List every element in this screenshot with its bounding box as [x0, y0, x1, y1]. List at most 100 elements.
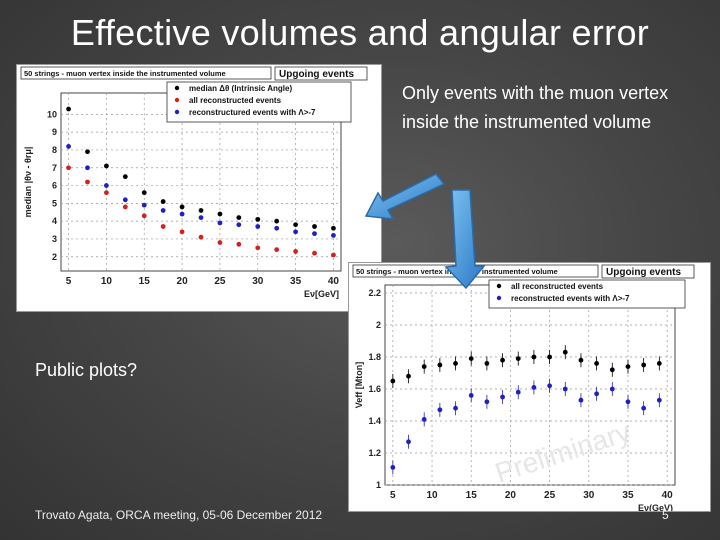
data-point — [312, 250, 317, 256]
data-point — [468, 356, 474, 361]
data-point — [198, 234, 204, 240]
data-point — [122, 204, 128, 210]
legend-marker — [496, 295, 502, 301]
data-point — [66, 165, 71, 171]
data-point — [547, 354, 552, 360]
data-point — [468, 393, 474, 398]
data-point — [531, 354, 537, 360]
x-tick-label: 20 — [505, 490, 517, 501]
data-point — [179, 204, 185, 210]
data-point — [406, 373, 411, 379]
data-point — [500, 394, 505, 400]
data-point — [594, 391, 600, 397]
legend-label: all reconstructed events — [189, 96, 282, 105]
y-tick-label: 2.2 — [368, 288, 381, 298]
data-point — [160, 224, 166, 229]
data-point — [437, 407, 443, 413]
x-tick-label: 40 — [662, 490, 674, 501]
legend-marker — [174, 109, 180, 115]
slide-number: 5 — [662, 508, 669, 522]
data-point — [531, 385, 537, 390]
y-tick-label: 1.2 — [368, 448, 381, 458]
data-point — [293, 249, 298, 254]
x-tick-label: 35 — [622, 490, 634, 501]
legend-label: reconstructed events with Λ>-7 — [511, 294, 630, 303]
data-point — [453, 361, 458, 366]
data-point — [312, 224, 317, 229]
data-point — [656, 361, 662, 366]
legend-box — [166, 81, 352, 123]
data-point — [656, 397, 662, 403]
data-point — [578, 357, 584, 363]
data-point — [104, 163, 109, 169]
data-point — [331, 233, 336, 238]
footer-text: Trovato Agata, ORCA meeting, 05-06 Decem… — [35, 508, 323, 522]
data-point — [104, 183, 109, 188]
data-point — [85, 179, 90, 185]
x-tick-label: 40 — [328, 276, 340, 287]
legend-box — [488, 279, 686, 309]
data-point — [625, 364, 631, 369]
data-point — [179, 211, 185, 217]
data-point — [421, 417, 427, 422]
data-point — [141, 190, 147, 196]
x-tick-label: 5 — [390, 490, 396, 501]
data-point — [104, 190, 109, 196]
data-point — [390, 465, 396, 470]
data-point — [641, 362, 647, 368]
left-arrow-icon — [364, 173, 446, 220]
data-point — [484, 399, 490, 405]
data-point — [141, 202, 147, 208]
data-point — [198, 208, 204, 213]
y-tick-label: 9 — [52, 127, 57, 137]
data-point — [255, 216, 261, 222]
x-axis-label: Eν(GeV) — [638, 503, 673, 511]
data-point — [562, 349, 568, 355]
data-point — [122, 174, 128, 180]
note-text: Only events with the muon vertex inside … — [402, 83, 669, 132]
data-point — [160, 208, 166, 213]
data-point — [274, 218, 280, 224]
legend-label: reconstructured events with Λ>-7 — [189, 108, 316, 117]
x-tick-label: 30 — [583, 490, 595, 501]
y-tick-label: 5 — [52, 198, 57, 208]
data-point — [547, 383, 552, 389]
data-point — [500, 357, 505, 363]
x-tick-label: 15 — [466, 490, 478, 501]
data-point — [625, 399, 631, 405]
data-point — [236, 222, 242, 228]
data-point — [274, 247, 280, 253]
header-box-right — [274, 66, 368, 81]
legend-marker — [174, 97, 180, 103]
y-axis-label: median |θν - θrμ| — [23, 147, 33, 218]
header-title-right: Upgoing events — [606, 267, 681, 278]
data-point — [236, 241, 242, 247]
data-point — [198, 215, 204, 221]
x-tick-label: 15 — [139, 276, 151, 287]
x-tick-label: 20 — [177, 276, 189, 287]
data-point — [217, 220, 223, 226]
public-plots-question: Public plots? — [35, 360, 138, 380]
slide-title: Effective volumes and angular error — [70, 12, 650, 53]
data-point — [312, 231, 317, 237]
data-point — [515, 356, 521, 361]
data-point — [160, 199, 166, 204]
data-point — [421, 364, 427, 369]
data-point — [453, 405, 458, 411]
data-point — [641, 405, 647, 411]
data-point — [141, 213, 147, 219]
data-point — [217, 211, 223, 217]
data-point — [66, 144, 71, 149]
x-tick-label: 5 — [66, 276, 72, 287]
legend-marker — [496, 283, 502, 289]
data-point — [484, 361, 490, 366]
y-tick-label: 1 — [376, 480, 381, 490]
y-tick-label: 1.8 — [368, 352, 381, 362]
y-tick-label: 1.6 — [368, 384, 381, 394]
y-tick-label: 2 — [52, 252, 57, 262]
x-tick-label: 30 — [252, 276, 264, 287]
header-box-left — [20, 66, 272, 80]
data-point — [594, 361, 600, 366]
data-point — [609, 386, 615, 392]
